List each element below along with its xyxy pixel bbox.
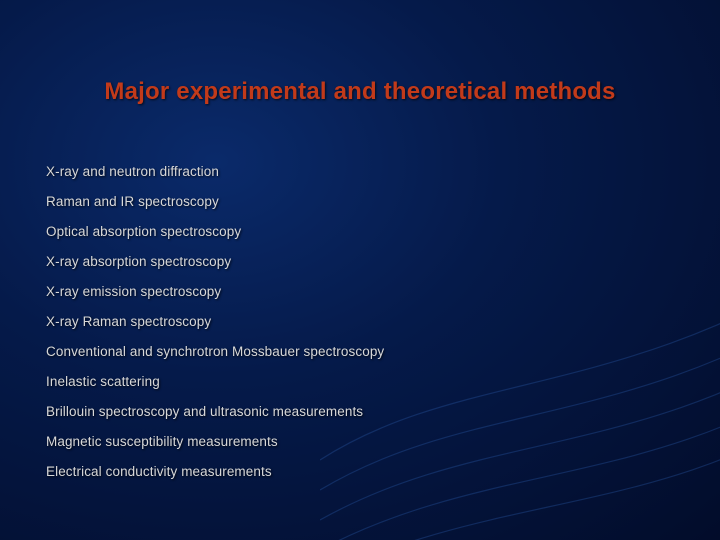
list-item: Raman and IR spectroscopy: [46, 194, 676, 209]
methods-list: X-ray and neutron diffraction Raman and …: [44, 164, 676, 479]
list-item: X-ray Raman spectroscopy: [46, 314, 676, 329]
list-item: X-ray and neutron diffraction: [46, 164, 676, 179]
slide-container: Major experimental and theoretical metho…: [0, 0, 720, 540]
list-item: Magnetic susceptibility measurements: [46, 434, 676, 449]
list-item: Electrical conductivity measurements: [46, 464, 676, 479]
list-item: Inelastic scattering: [46, 374, 676, 389]
list-item: Brillouin spectroscopy and ultrasonic me…: [46, 404, 676, 419]
list-item: Conventional and synchrotron Mossbauer s…: [46, 344, 676, 359]
list-item: X-ray emission spectroscopy: [46, 284, 676, 299]
slide-title: Major experimental and theoretical metho…: [44, 78, 676, 106]
list-item: X-ray absorption spectroscopy: [46, 254, 676, 269]
list-item: Optical absorption spectroscopy: [46, 224, 676, 239]
